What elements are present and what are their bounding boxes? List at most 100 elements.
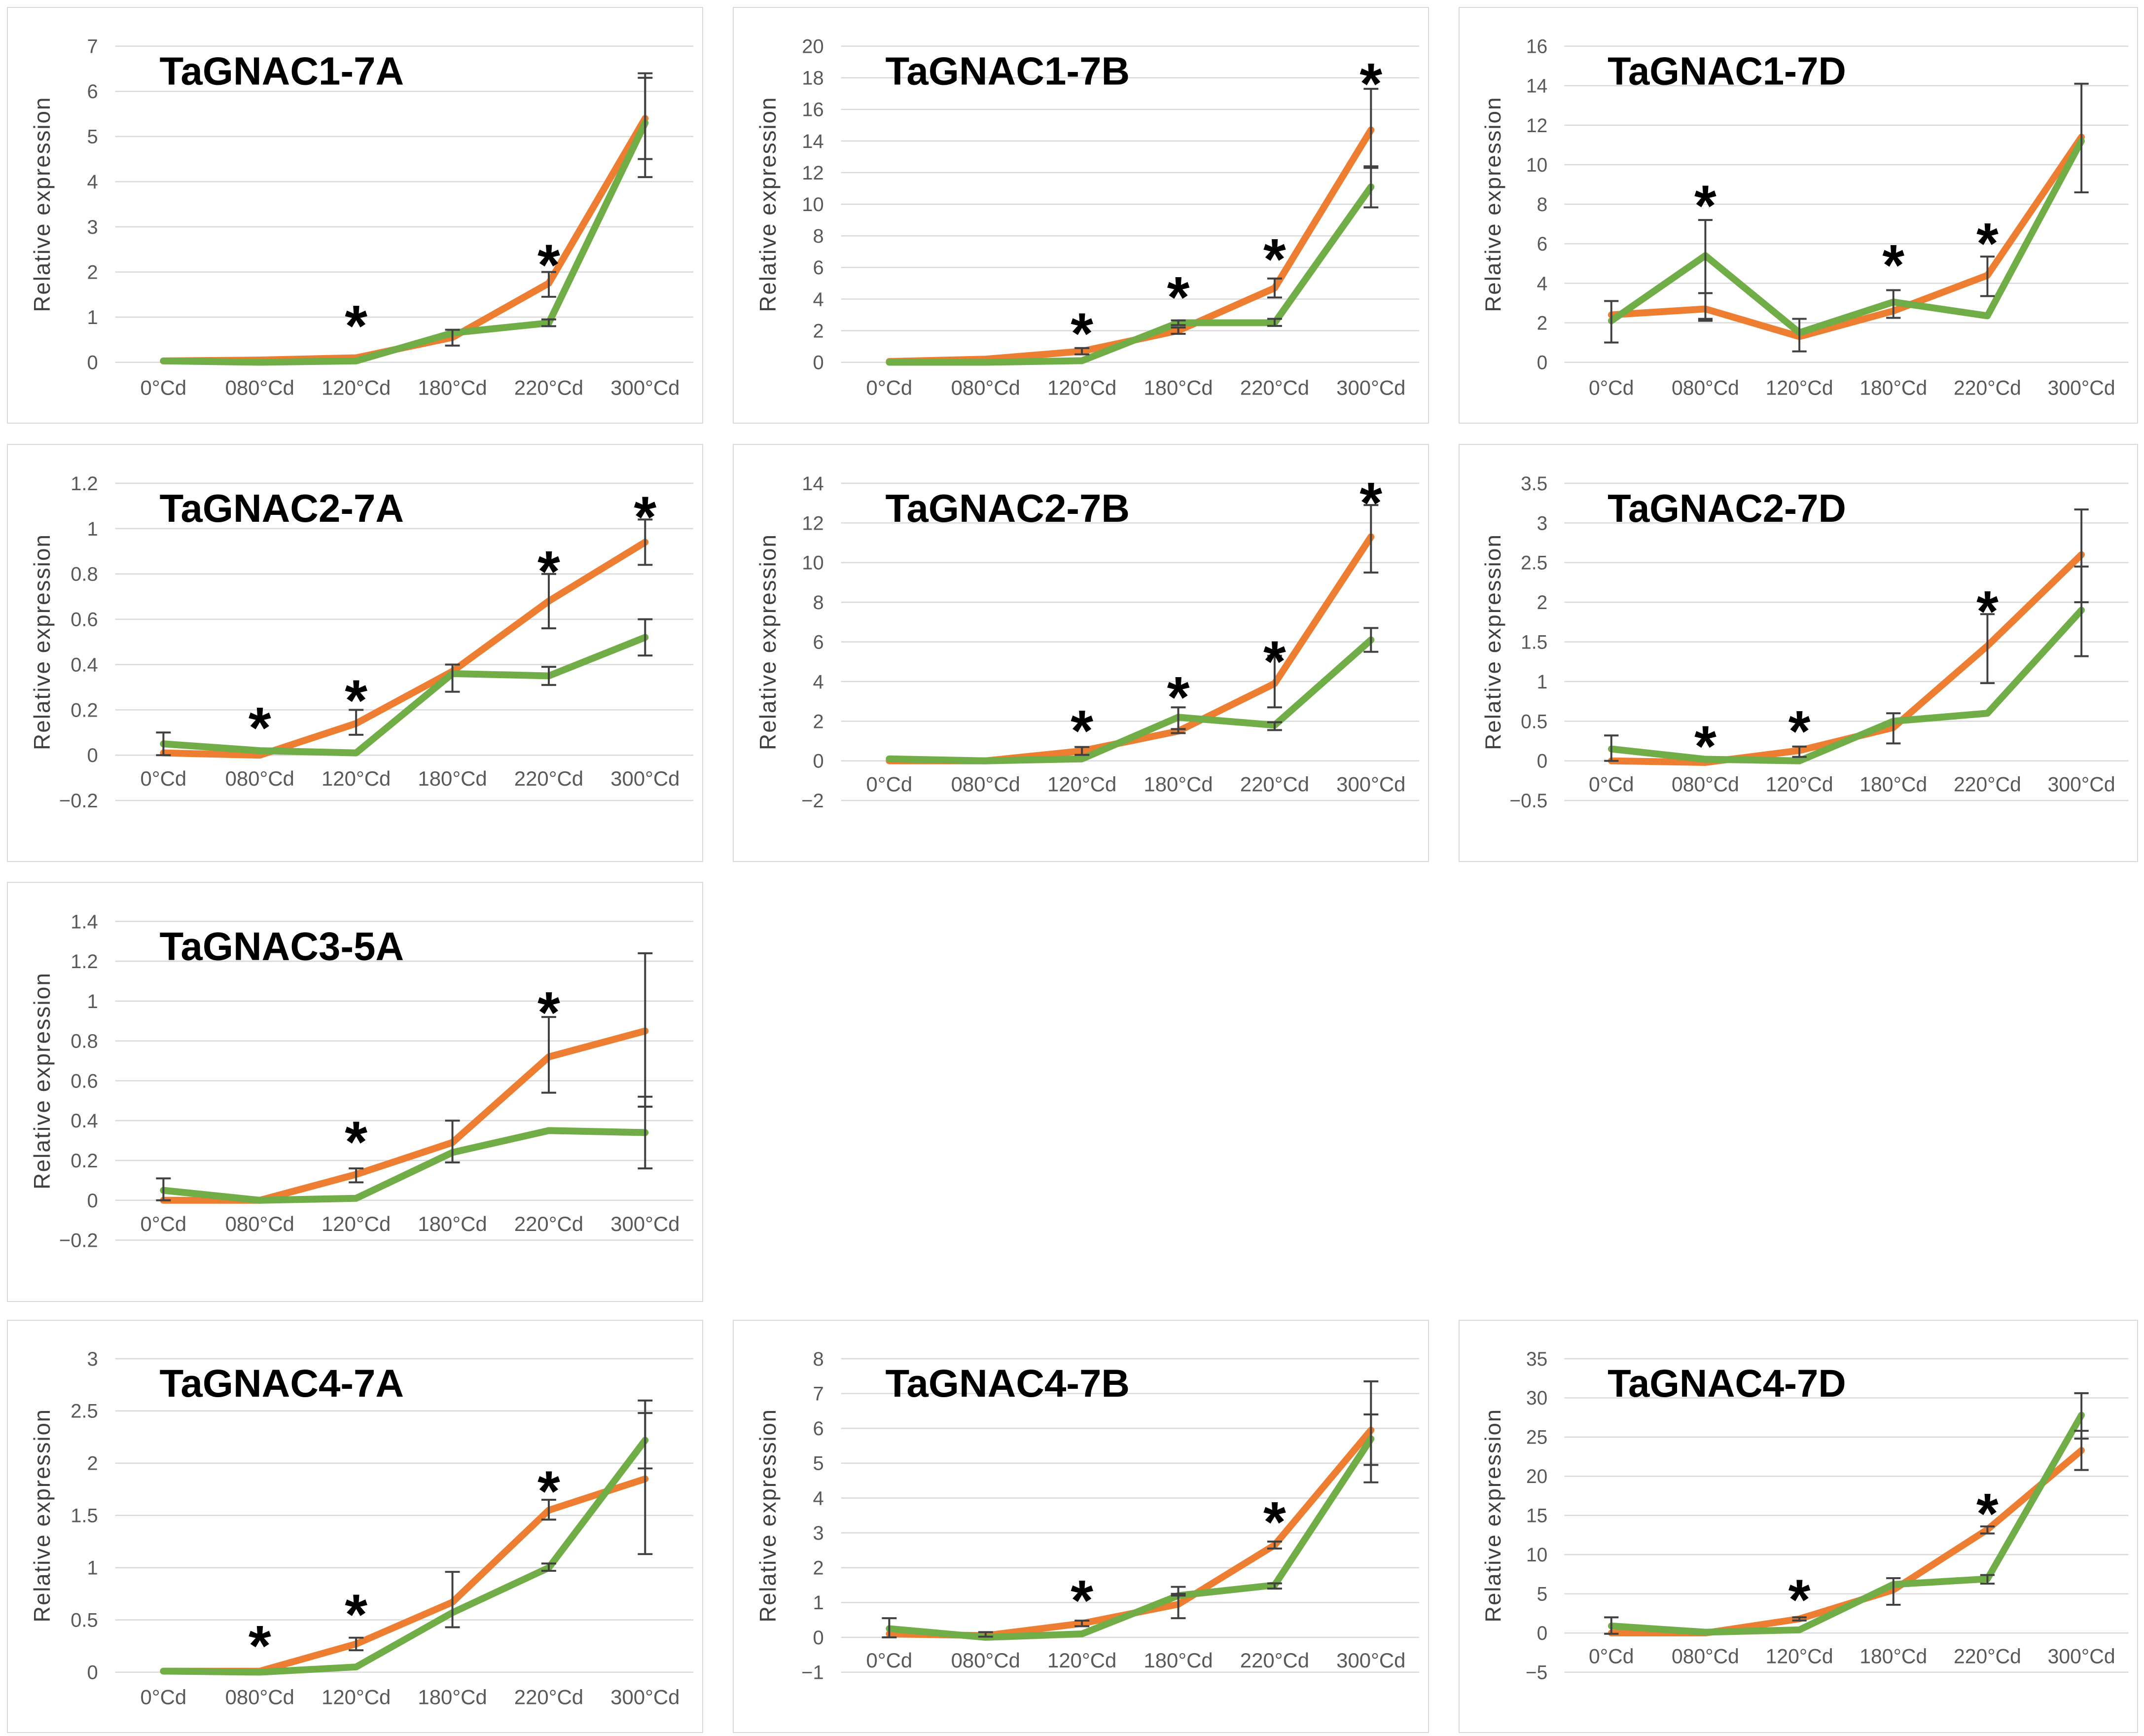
y-tick-label: 1 [813,1592,824,1614]
x-tick-label: 180°Cd [1143,773,1213,796]
y-tick-label: −0.2 [59,790,98,812]
series-line-green [160,119,649,366]
significance-asterisk: * [634,484,656,549]
error-bar [445,1120,460,1164]
y-tick-label: 8 [1537,194,1548,216]
x-tick-label: 220°Cd [1954,772,2021,796]
y-tick-label: 10 [802,552,823,574]
x-tick-label: 120°Cd [322,376,391,399]
y-tick-label: 3 [813,1522,824,1544]
y-tick-label: −5 [1526,1662,1547,1683]
x-tick-label: 300°Cd [2048,1645,2115,1667]
y-tick-label: 14 [802,131,823,152]
x-tick-label: 220°Cd [1954,376,2021,399]
chart-panel-tagnac2-7d: 3.5 3 2.5 2 1.5 1 0.5 0 −0.5 0°Cd 080°Cd 120°Cd 180°… [1459,444,2138,862]
chart-panel-tagnac2-7b: 14 12 10 8 6 4 2 0 −2 0°Cd 080°Cd 120°Cd 180°Cd 220°C… [733,444,1429,862]
y-tick-label: 1 [87,307,98,328]
y-axis-title: Relative expression [29,972,55,1190]
error-bar [978,1631,993,1638]
error-bar [1980,1525,1995,1535]
significance-asterisk: * [1694,174,1717,238]
chart-canvas: 1.2 1 0.8 0.6 0.4 0.2 0 −0.2 0°Cd 080°Cd 120°Cd 180… [29,473,694,812]
y-tick-label: 0.2 [71,699,98,721]
y-tick-label: 0 [87,1662,98,1684]
x-tick-label: 0°Cd [866,376,913,399]
x-tick-label: 120°Cd [1766,772,1833,796]
x-tick-label: 220°Cd [1240,376,1309,399]
y-tick-label: 0.5 [71,1610,98,1631]
significance-asterisk: * [1263,1490,1286,1554]
y-tick-label: 6 [813,257,824,279]
y-tick-label: 3 [87,217,98,238]
error-bar [1792,1616,1807,1622]
x-tick-label: 220°Cd [514,376,583,399]
x-tick-label: 0°Cd [1589,376,1634,399]
y-axis-title: Relative expression [29,534,55,750]
y-tick-label: 20 [802,36,823,58]
x-tick-label: 080°Cd [225,376,294,399]
significance-asterisk: * [1882,233,1905,297]
error-bar [1980,255,1995,297]
chart-title: TaGNAC1-7D [1608,49,1846,93]
x-tick-label: 180°Cd [1859,1645,1927,1667]
error-bar [349,1167,364,1184]
error-bar [156,731,171,757]
y-tick-label: 16 [802,99,823,121]
error-bar [638,518,653,566]
series-line-green [160,1127,649,1204]
error-bar [1363,165,1379,209]
y-tick-label: 16 [1526,36,1547,57]
y-tick-label: 6 [1537,233,1548,255]
error-bar [2074,565,2089,657]
series-line-orange [886,126,1375,365]
y-tick-label: 0 [87,352,98,374]
error-bar [349,1636,364,1652]
error-bar [1792,745,1807,758]
error-bar [541,573,556,629]
significance-asterisk: * [345,1582,367,1646]
x-tick-label: 120°Cd [1047,773,1116,796]
significance-asterisk: * [1359,470,1382,535]
series-line-green [1608,1411,2085,1636]
y-tick-label: 25 [1526,1426,1547,1448]
chart-title: TaGNAC2-7A [160,486,404,530]
y-tick-label: 8 [813,592,824,614]
chart-panel-tagnac4-7b: 8 7 6 5 4 3 2 1 0 −1 0°Cd 080°Cd 120°Cd 180°Cd 220°Cd 3… [733,1320,1429,1733]
y-tick-label: 1 [87,1557,98,1579]
error-bar [541,666,556,686]
chart-canvas: 14 12 10 8 6 4 2 0 −2 0°Cd 080°Cd 120°Cd 180°Cd 220°C… [755,470,1420,812]
x-tick-label: 300°Cd [2048,772,2115,796]
y-tick-label: 1.2 [71,951,98,973]
y-tick-label: −1 [801,1662,824,1684]
y-tick-label: 8 [813,1348,824,1370]
x-tick-label: 080°Cd [225,767,294,790]
y-tick-label: 18 [802,68,823,89]
y-tick-label: 4 [1537,273,1548,294]
error-bar [1363,1413,1379,1466]
y-tick-label: 1.2 [71,473,98,495]
chart-panel-tagnac1-7d: 16 14 12 10 8 6 4 2 0 0°Cd 080°Cd 120°Cd 180°Cd 220°C… [1459,7,2138,424]
error-bar [1698,219,1713,322]
y-tick-label: 2.5 [71,1401,98,1422]
y-tick-label: 5 [87,126,98,148]
significance-asterisk: * [537,233,560,297]
error-bar [1604,1616,1619,1635]
y-tick-label: 5 [1537,1583,1548,1605]
significance-asterisk: * [1167,265,1190,329]
y-tick-label: 0.4 [71,1110,98,1132]
y-tick-label: −2 [801,790,824,812]
y-tick-label: 5 [813,1453,824,1475]
significance-asterisk: * [1071,301,1093,366]
series-line-green [886,183,1375,366]
significance-asterisk: * [1167,664,1190,729]
significance-asterisk: * [1359,51,1382,116]
x-tick-label: 220°Cd [1240,1649,1309,1672]
error-bar [1171,319,1186,326]
y-tick-label: 1.5 [1521,631,1547,653]
error-bar [1267,721,1282,731]
y-axis-title: Relative expression [755,1409,781,1623]
chart-title: TaGNAC2-7D [1608,486,1846,530]
error-bar [1267,654,1282,709]
x-tick-label: 300°Cd [1336,376,1405,399]
chart-panel-tagnac1-7a: 7 6 5 4 3 2 1 0 0°Cd 080°Cd 120°Cd 180°Cd 220°Cd 300°… [7,7,703,424]
